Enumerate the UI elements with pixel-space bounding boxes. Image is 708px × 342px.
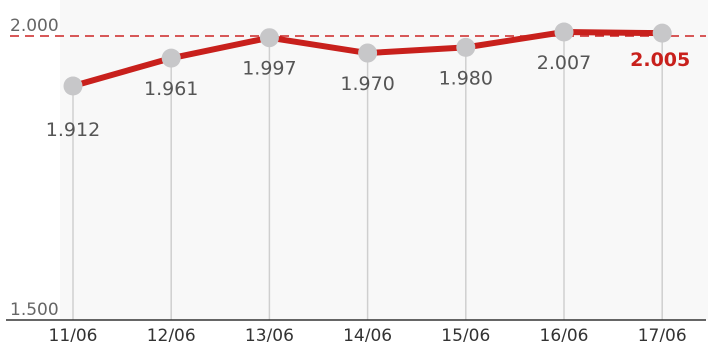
x-tick-label: 14/06 <box>343 326 392 342</box>
data-point <box>554 22 574 42</box>
data-label: 2.007 <box>537 52 591 74</box>
y-tick-label: 1.500 <box>10 300 59 320</box>
data-label: 1.997 <box>242 58 296 80</box>
y-tick-label: 2.000 <box>10 16 59 36</box>
x-tick-label: 17/06 <box>638 326 687 342</box>
data-label: 1.980 <box>439 67 493 89</box>
data-label: 1.970 <box>340 73 394 95</box>
x-tick-label: 12/06 <box>147 326 196 342</box>
x-tick-label: 15/06 <box>441 326 490 342</box>
data-label: 1.912 <box>46 119 100 141</box>
data-point <box>456 37 476 57</box>
data-point <box>63 76 83 96</box>
x-tick-label: 16/06 <box>540 326 589 342</box>
data-point <box>358 43 378 63</box>
data-point <box>161 48 181 68</box>
data-label-highlight: 2.005 <box>630 49 690 71</box>
data-point <box>259 28 279 48</box>
plot-background <box>60 0 708 320</box>
x-tick-label: 11/06 <box>49 326 98 342</box>
x-tick-label: 13/06 <box>245 326 294 342</box>
data-point <box>652 23 672 43</box>
data-label: 1.961 <box>144 78 198 100</box>
